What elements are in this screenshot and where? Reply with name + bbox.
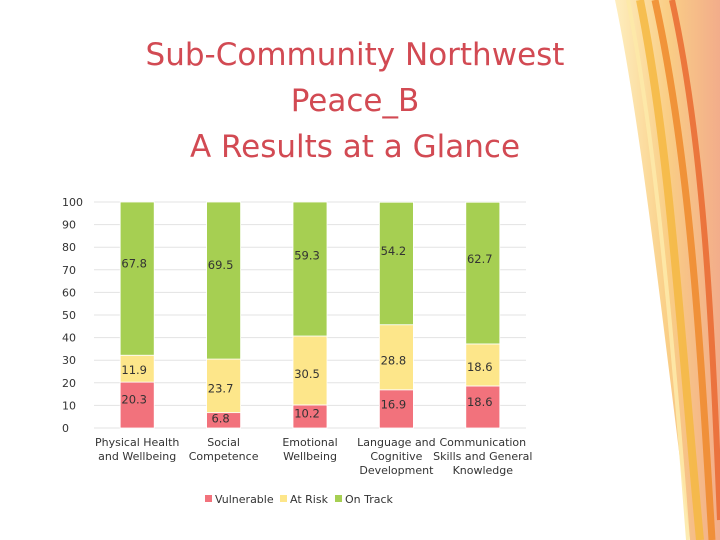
title-line-3: A Results at a Glance [189,129,521,165]
data-label: 18.6 [467,360,493,374]
x-category-label: Social [207,436,240,449]
data-label: 54.2 [381,244,407,258]
legend-label: At Risk [290,493,329,506]
y-tick-label: 0 [62,422,69,435]
data-label: 62.7 [467,252,493,266]
y-tick-label: 60 [62,286,76,299]
legend-swatch [335,495,342,502]
data-label: 6.8 [211,411,229,425]
y-tick-label: 50 [62,309,76,322]
x-category-label: Competence [189,450,259,463]
x-category-label: Knowledge [453,464,514,477]
bar-at-risk [378,324,414,391]
x-category-label: Cognitive [370,450,422,463]
bar-vulnerable [465,385,501,429]
y-tick-label: 80 [62,241,76,254]
data-label: 67.8 [121,256,147,270]
y-tick-label: 100 [62,196,83,209]
data-label: 11.9 [121,363,147,377]
data-label: 18.6 [467,395,493,409]
data-label: 30.5 [294,367,320,381]
data-label: 28.8 [381,354,407,368]
title-line-1: Sub-Community Northwest [145,37,565,73]
y-tick-label: 90 [62,219,76,232]
title-line-2: Peace_B [290,83,420,119]
bar-on-track [465,201,501,345]
data-label: 59.3 [294,249,320,263]
y-tick-label: 10 [62,399,76,412]
x-category-label: Development [359,464,434,477]
data-label: 10.2 [294,407,320,421]
y-tick-label: 40 [62,332,76,345]
bar-on-track [292,201,328,337]
x-category-label: Emotional [282,436,337,449]
bar-vulnerable [378,389,414,429]
legend-swatch [205,495,212,502]
data-label: 23.7 [208,382,234,396]
legend-label: On Track [345,493,394,506]
y-tick-label: 70 [62,264,76,277]
legend-label: Vulnerable [215,493,274,506]
x-category-label: and Wellbeing [98,450,176,463]
data-label: 69.5 [208,258,234,272]
bar-on-track [206,201,242,360]
bar-at-risk [292,335,328,406]
x-category-label: Communication [439,436,526,449]
x-category-label: Wellbeing [283,450,337,463]
bar-on-track [378,201,414,326]
data-label: 16.9 [381,397,407,411]
data-label: 20.3 [121,393,147,407]
y-tick-label: 30 [62,354,76,367]
bar-vulnerable [119,381,155,429]
legend-swatch [280,495,287,502]
bar-at-risk [465,343,501,387]
chart-title: Sub-Community Northwest Peace_B A Result… [60,32,650,170]
x-category-label: Skills and General [433,450,532,463]
bar-on-track [119,201,155,356]
y-tick-label: 20 [62,377,76,390]
x-category-label: Physical Health [95,436,179,449]
x-category-label: Language and [357,436,435,449]
